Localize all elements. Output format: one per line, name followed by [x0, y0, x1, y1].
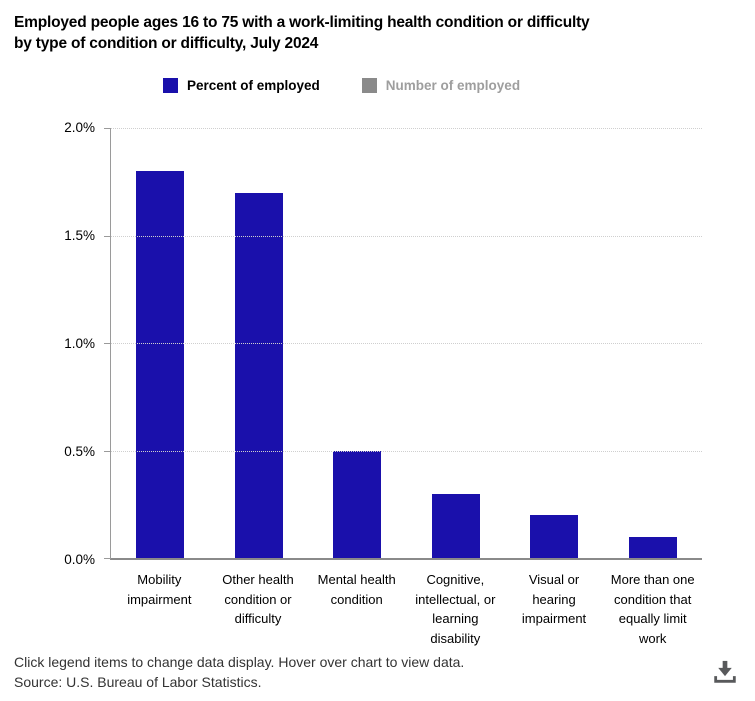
x-category-label: Cognitive, intellectual, or learning dis…: [415, 572, 496, 646]
x-category-label: Mental health condition: [317, 572, 396, 607]
bar-1[interactable]: [136, 171, 185, 558]
y-tick-mark: [104, 235, 111, 237]
gridline: [111, 343, 702, 344]
bar-slot: [505, 128, 604, 558]
footer-source: Source: U.S. Bureau of Labor Statistics.: [14, 674, 262, 690]
x-category-label: More than one condition that equally lim…: [610, 572, 695, 646]
y-tick-mark: [104, 450, 111, 452]
legend-swatch: [361, 78, 377, 93]
bar-5[interactable]: [530, 515, 579, 558]
legend: Percent of employed Number of employed: [163, 78, 520, 93]
gridline: [111, 235, 702, 237]
footer-instructions: Click legend items to change data displa…: [14, 654, 465, 670]
y-axis-labels: 2.0% 1.5% 1.0% 0.5% 0.0%: [30, 120, 95, 567]
y-tick-label: 1.0%: [64, 336, 95, 351]
chart-title-line1: Employed people ages 16 to 75 with a wor…: [14, 14, 590, 31]
download-button[interactable]: [709, 656, 741, 688]
download-icon: [714, 660, 736, 683]
bar-slot: [210, 128, 309, 558]
gridline: [111, 128, 702, 129]
bar-4[interactable]: [431, 493, 480, 558]
bar-6[interactable]: [628, 536, 677, 558]
x-category-label: Mobility impairment: [127, 572, 192, 607]
chart-title-line2: by type of condition or difficulty, July…: [14, 35, 319, 52]
x-axis-labels: Mobility impairment Other health conditio…: [110, 570, 702, 648]
chart-title: Employed people ages 16 to 75 with a wor…: [14, 12, 726, 54]
legend-item-percent[interactable]: Percent of employed: [163, 78, 320, 93]
y-tick-label: 0.5%: [64, 444, 95, 459]
y-tick-label: 0.0%: [64, 552, 95, 567]
footer: Click legend items to change data displa…: [14, 652, 464, 692]
legend-swatch: [163, 78, 178, 93]
plot-area: [104, 128, 703, 560]
gridline: [111, 450, 702, 452]
bar-slot: [308, 128, 407, 558]
bar-2[interactable]: [234, 192, 283, 558]
y-tick-mark: [104, 558, 111, 559]
y-tick-label: 2.0%: [64, 120, 95, 135]
bar-3[interactable]: [333, 450, 382, 558]
legend-label: Percent of employed: [187, 78, 320, 93]
y-tick-label: 1.5%: [64, 228, 95, 243]
x-category-label: Other health condition or difficulty: [222, 572, 294, 626]
legend-label: Number of employed: [385, 78, 521, 93]
bar-slot: [407, 128, 506, 558]
y-tick-mark: [104, 128, 111, 129]
x-category-label: Visual or hearing impairment: [521, 572, 587, 626]
y-tick-mark: [104, 343, 111, 344]
bar-slot: [604, 128, 703, 558]
legend-item-number[interactable]: Number of employed: [361, 78, 521, 93]
